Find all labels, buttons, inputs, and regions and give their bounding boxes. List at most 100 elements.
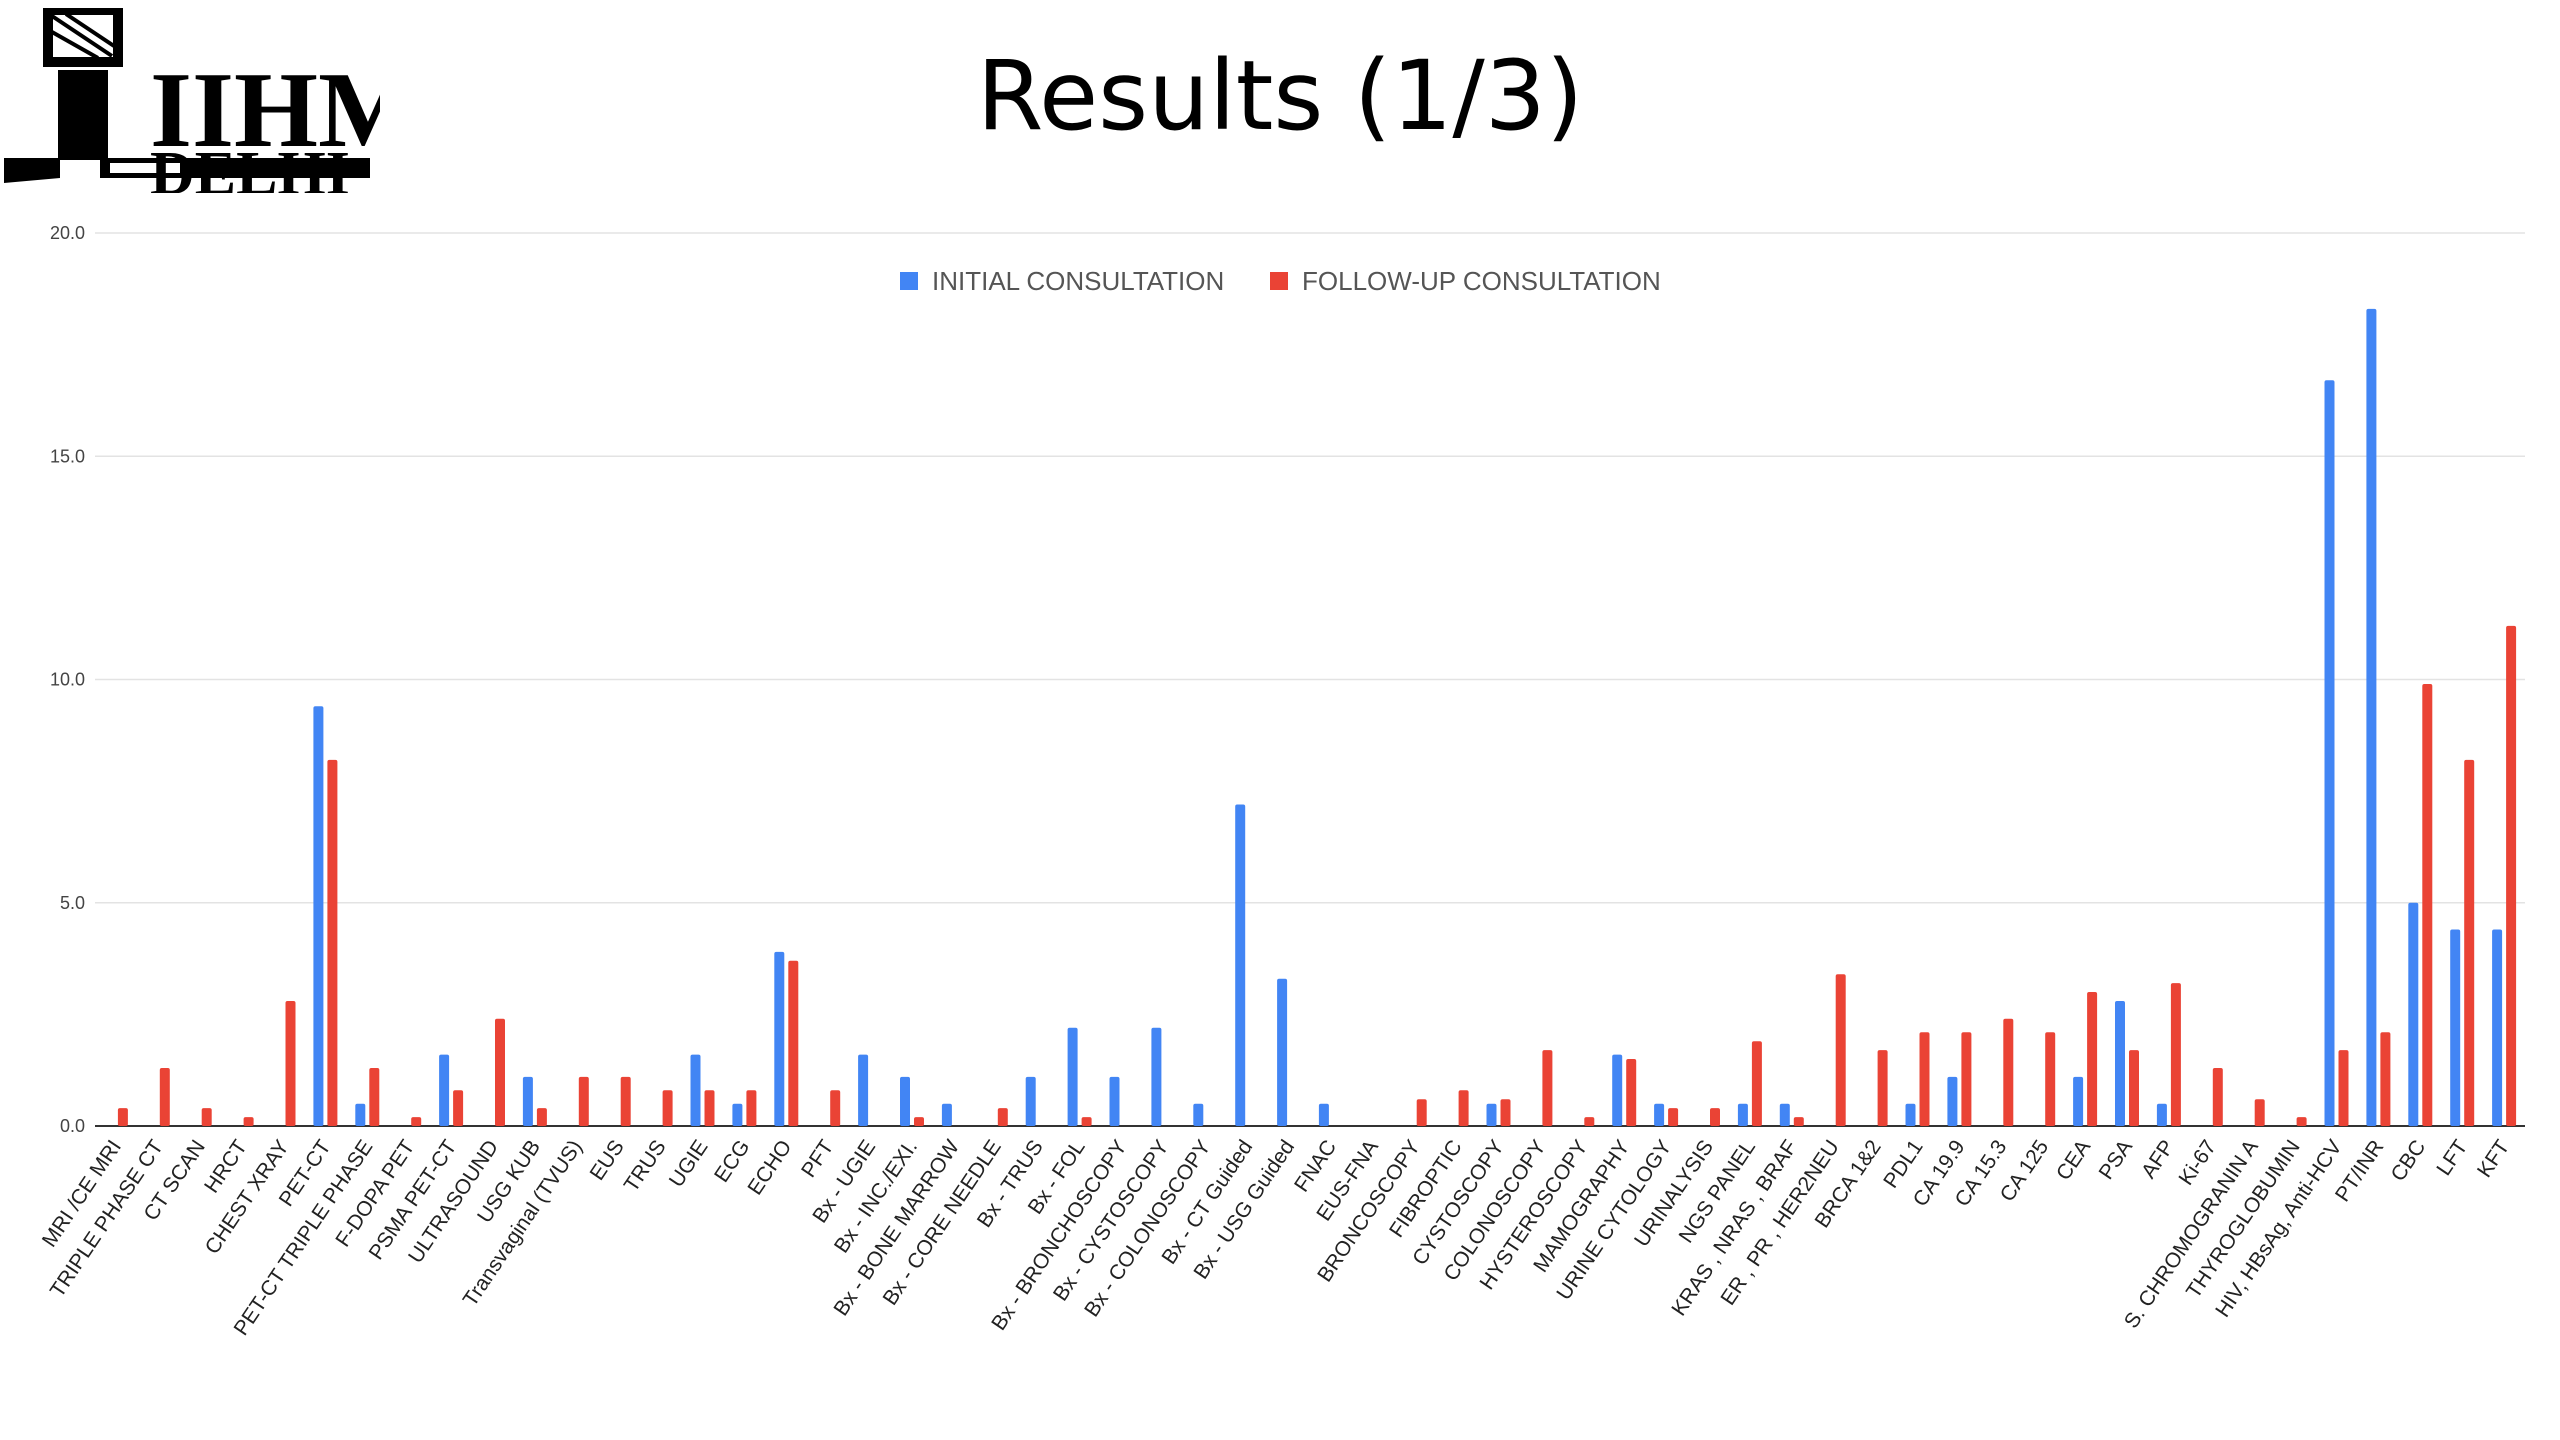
bar-followup bbox=[159, 1068, 170, 1126]
x-tick-label: ECHO bbox=[743, 1136, 796, 1199]
legend-swatch-followup bbox=[1270, 272, 1288, 290]
bar-followup bbox=[1458, 1090, 1469, 1126]
bar-followup bbox=[1793, 1117, 1804, 1126]
bar-initial bbox=[355, 1103, 366, 1126]
bar-initial bbox=[2156, 1103, 2167, 1126]
bar-initial bbox=[2324, 380, 2335, 1126]
bar-followup bbox=[201, 1108, 212, 1126]
bar-followup bbox=[2170, 983, 2181, 1126]
bar-followup bbox=[243, 1117, 254, 1126]
bar-initial bbox=[1318, 1103, 1329, 1126]
bar-followup bbox=[997, 1108, 1008, 1126]
bar-followup bbox=[620, 1076, 631, 1126]
bar-initial bbox=[2115, 1001, 2125, 1126]
bar-initial bbox=[732, 1103, 743, 1126]
bar-followup bbox=[662, 1090, 673, 1126]
bar-followup bbox=[2338, 1050, 2349, 1126]
bar-initial bbox=[2492, 929, 2503, 1126]
bar-followup bbox=[1626, 1059, 1637, 1126]
bar-followup bbox=[1961, 1032, 1972, 1126]
bar-followup bbox=[1081, 1117, 1092, 1126]
bar-followup bbox=[453, 1090, 464, 1126]
bar-followup bbox=[1751, 1041, 1762, 1126]
x-tick-label: CBC bbox=[2387, 1136, 2431, 1186]
bar-initial bbox=[439, 1054, 450, 1126]
bar-followup bbox=[578, 1076, 589, 1126]
bar-followup bbox=[411, 1117, 422, 1126]
bar-initial bbox=[2408, 902, 2419, 1127]
y-axis-ticks: 0.0 5.0 10.0 15.0 20.0 bbox=[50, 223, 85, 1136]
bar-initial bbox=[1654, 1103, 1665, 1126]
bar-followup bbox=[1542, 1050, 1553, 1126]
bar-initial bbox=[522, 1076, 533, 1126]
bar-followup bbox=[1919, 1032, 1930, 1126]
bar-followup bbox=[746, 1090, 757, 1126]
bar-initial bbox=[941, 1103, 952, 1126]
bar-followup bbox=[788, 960, 799, 1126]
bar-initial bbox=[1779, 1103, 1790, 1126]
bar-followup bbox=[2087, 992, 2098, 1126]
bar-initial bbox=[2366, 308, 2377, 1126]
x-tick-label: KFT bbox=[2473, 1136, 2514, 1182]
chart-bars bbox=[117, 308, 2517, 1127]
y-tick-label: 10.0 bbox=[50, 670, 85, 690]
bar-followup bbox=[536, 1108, 547, 1126]
x-tick-label: UGIE bbox=[665, 1136, 713, 1191]
bar-initial bbox=[1947, 1076, 1958, 1126]
x-tick-label: EUS bbox=[586, 1136, 629, 1185]
bar-initial bbox=[1486, 1103, 1497, 1126]
bar-initial bbox=[1067, 1027, 1078, 1126]
legend-label-followup: FOLLOW-UP CONSULTATION bbox=[1302, 266, 1661, 296]
x-tick-label: TRUS bbox=[620, 1136, 671, 1196]
bar-initial bbox=[1109, 1076, 1120, 1126]
legend-label-initial: INITIAL CONSULTATION bbox=[932, 266, 1224, 296]
bar-initial bbox=[1193, 1103, 1204, 1126]
y-tick-label: 15.0 bbox=[50, 446, 85, 466]
bar-followup bbox=[369, 1068, 380, 1126]
bar-followup bbox=[2464, 759, 2475, 1126]
bar-followup bbox=[2045, 1032, 2056, 1126]
bar-followup bbox=[2380, 1032, 2391, 1126]
x-tick-label: LFT bbox=[2432, 1136, 2472, 1180]
bar-followup bbox=[704, 1090, 715, 1126]
bar-followup bbox=[1835, 974, 1846, 1126]
bar-followup bbox=[914, 1117, 924, 1126]
x-tick-label: CEA bbox=[2052, 1136, 2095, 1185]
bar-followup bbox=[2422, 684, 2433, 1126]
bar-followup bbox=[1668, 1108, 1679, 1126]
bar-initial bbox=[1612, 1054, 1623, 1126]
bar-followup bbox=[1416, 1099, 1427, 1126]
bar-initial bbox=[313, 706, 324, 1126]
bar-followup bbox=[327, 759, 338, 1126]
slide-title: Results (1/3) bbox=[976, 40, 1584, 152]
bar-followup bbox=[2212, 1068, 2223, 1126]
legend-swatch-initial bbox=[900, 272, 918, 290]
bar-followup bbox=[495, 1018, 505, 1126]
x-tick-label: PSA bbox=[2095, 1136, 2138, 1184]
bar-initial bbox=[1277, 978, 1288, 1126]
y-tick-label: 5.0 bbox=[60, 893, 85, 913]
bar-initial bbox=[2450, 929, 2461, 1126]
bar-initial bbox=[900, 1076, 910, 1126]
bar-followup bbox=[2296, 1117, 2307, 1126]
bar-followup bbox=[2506, 625, 2517, 1126]
bar-followup bbox=[1584, 1117, 1595, 1126]
bar-followup bbox=[2129, 1050, 2139, 1126]
y-tick-label: 0.0 bbox=[60, 1116, 85, 1136]
x-tick-label: AFP bbox=[2137, 1136, 2179, 1183]
chart-legend: INITIAL CONSULTATION FOLLOW-UP CONSULTAT… bbox=[900, 266, 1661, 296]
bar-initial bbox=[774, 951, 785, 1126]
bar-followup bbox=[2254, 1099, 2265, 1126]
bar-followup bbox=[1500, 1099, 1511, 1126]
bar-initial bbox=[1025, 1076, 1036, 1126]
bar-initial bbox=[1905, 1103, 1916, 1126]
bar-followup bbox=[2003, 1018, 2014, 1126]
bar-followup bbox=[1877, 1050, 1888, 1126]
y-tick-label: 20.0 bbox=[50, 223, 85, 243]
bar-initial bbox=[1235, 804, 1246, 1126]
bar-initial bbox=[1151, 1027, 1162, 1126]
bar-followup bbox=[1710, 1108, 1720, 1126]
bar-followup bbox=[285, 1001, 296, 1126]
